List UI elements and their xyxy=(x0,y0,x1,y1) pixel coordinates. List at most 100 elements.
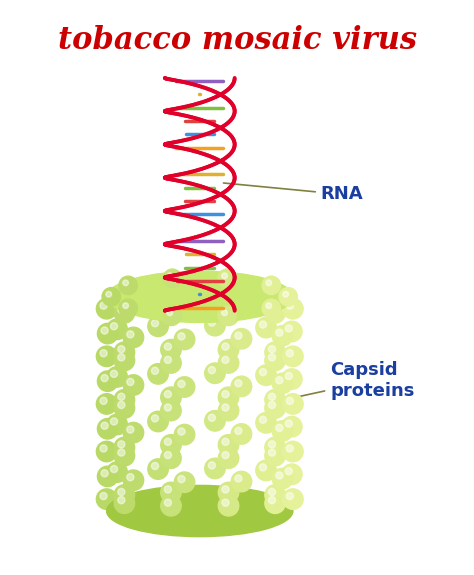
Circle shape xyxy=(256,413,276,433)
Circle shape xyxy=(148,459,168,480)
Circle shape xyxy=(114,350,135,371)
Circle shape xyxy=(205,315,225,336)
Circle shape xyxy=(256,460,276,481)
Circle shape xyxy=(259,369,266,375)
Circle shape xyxy=(114,446,135,466)
Circle shape xyxy=(286,492,293,500)
Circle shape xyxy=(256,317,276,338)
Circle shape xyxy=(174,424,195,445)
Circle shape xyxy=(266,303,272,309)
Circle shape xyxy=(107,319,128,340)
Circle shape xyxy=(268,449,275,456)
Circle shape xyxy=(161,387,181,408)
Circle shape xyxy=(265,294,285,315)
Circle shape xyxy=(102,288,120,306)
Circle shape xyxy=(118,346,125,352)
Circle shape xyxy=(123,327,144,348)
Circle shape xyxy=(151,462,159,470)
Circle shape xyxy=(118,298,125,305)
Circle shape xyxy=(164,309,172,316)
Circle shape xyxy=(205,411,225,431)
Circle shape xyxy=(96,346,117,366)
Circle shape xyxy=(164,451,172,459)
Circle shape xyxy=(265,390,285,410)
Circle shape xyxy=(164,296,172,302)
Circle shape xyxy=(98,371,118,392)
Circle shape xyxy=(205,363,225,384)
Circle shape xyxy=(222,451,229,459)
Circle shape xyxy=(285,467,292,475)
Circle shape xyxy=(235,427,242,435)
Circle shape xyxy=(110,323,118,330)
Ellipse shape xyxy=(107,271,293,323)
Circle shape xyxy=(161,448,181,469)
Circle shape xyxy=(262,276,281,294)
Circle shape xyxy=(282,369,302,389)
Circle shape xyxy=(123,375,144,395)
Circle shape xyxy=(219,339,239,360)
Circle shape xyxy=(114,302,135,323)
Circle shape xyxy=(110,465,118,473)
Circle shape xyxy=(114,485,135,505)
Circle shape xyxy=(272,468,292,489)
Circle shape xyxy=(262,299,281,317)
Circle shape xyxy=(114,342,135,362)
Circle shape xyxy=(118,441,125,448)
Circle shape xyxy=(151,415,159,422)
Circle shape xyxy=(114,493,135,513)
Circle shape xyxy=(219,496,239,516)
Circle shape xyxy=(283,292,289,297)
Circle shape xyxy=(276,329,283,336)
Circle shape xyxy=(101,470,108,477)
Circle shape xyxy=(174,329,195,350)
Text: tobacco mosaic virus: tobacco mosaic virus xyxy=(57,25,417,56)
Circle shape xyxy=(164,486,172,493)
Circle shape xyxy=(222,343,229,350)
Circle shape xyxy=(127,378,134,385)
Circle shape xyxy=(118,401,125,408)
Circle shape xyxy=(118,497,125,504)
Circle shape xyxy=(286,350,293,357)
Circle shape xyxy=(118,393,125,400)
Text: Capsid
proteins: Capsid proteins xyxy=(268,361,414,403)
Circle shape xyxy=(178,380,185,388)
Circle shape xyxy=(286,445,293,452)
Circle shape xyxy=(259,416,266,423)
Circle shape xyxy=(148,363,168,384)
Circle shape xyxy=(222,404,229,411)
Circle shape xyxy=(265,398,285,418)
Circle shape xyxy=(283,394,303,414)
Circle shape xyxy=(161,305,181,325)
Circle shape xyxy=(167,273,173,279)
Circle shape xyxy=(219,448,239,469)
Circle shape xyxy=(265,302,285,323)
Circle shape xyxy=(161,400,181,421)
Circle shape xyxy=(282,464,302,485)
Circle shape xyxy=(164,438,172,446)
Circle shape xyxy=(285,420,292,427)
Circle shape xyxy=(268,488,275,496)
Circle shape xyxy=(151,367,159,374)
Circle shape xyxy=(151,320,159,327)
Circle shape xyxy=(110,370,118,377)
Circle shape xyxy=(101,374,108,382)
Circle shape xyxy=(118,354,125,361)
Circle shape xyxy=(119,299,137,317)
Circle shape xyxy=(268,306,275,313)
Circle shape xyxy=(222,296,229,302)
Circle shape xyxy=(96,441,117,462)
Circle shape xyxy=(98,466,118,486)
Circle shape xyxy=(231,424,252,444)
Circle shape xyxy=(222,390,229,398)
Circle shape xyxy=(114,398,135,418)
Circle shape xyxy=(107,414,128,435)
Circle shape xyxy=(114,294,135,315)
Circle shape xyxy=(114,437,135,458)
Circle shape xyxy=(219,352,239,373)
Circle shape xyxy=(235,380,242,387)
Circle shape xyxy=(161,352,181,373)
Circle shape xyxy=(266,280,272,286)
Circle shape xyxy=(268,298,275,305)
Circle shape xyxy=(118,488,125,496)
Circle shape xyxy=(283,346,303,366)
